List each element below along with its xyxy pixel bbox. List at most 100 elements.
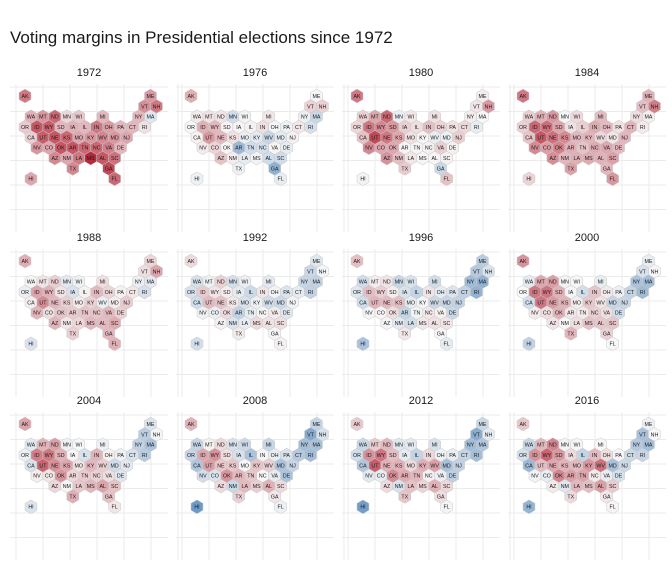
hex-label: NE [383,300,391,306]
hex-label: OH [105,125,113,131]
hex-label: OH [603,290,611,296]
hex-label: NM [63,321,71,327]
hex-tx-1980 [398,161,412,176]
hex-fl-2004 [108,499,121,514]
hex-label: NJ [289,463,296,469]
hex-label: SC [443,321,451,327]
hex-label: MI [598,115,604,121]
hex-label: WV [98,135,107,141]
hex-hi-2000 [522,336,536,351]
hex-label: WV [264,300,273,306]
hex-label: AK [187,259,195,265]
hex-label: NC [591,474,599,480]
hex-label: MT [205,280,213,286]
hex-label: NY [633,115,641,121]
hex-label: MS [87,156,95,162]
hex-label: AK [187,94,195,100]
hex-label: VT [639,269,647,275]
hex-label: ME [147,259,155,265]
panel-title: 1992 [243,232,267,244]
hex-label: RI [308,453,313,459]
hex-label: MS [253,484,261,490]
hex-label: GA [603,331,611,337]
hex-label: AK [21,259,29,265]
hex-label: VA [105,474,112,480]
hex-hi-1972 [24,171,38,186]
hex-label: MO [75,300,84,306]
hex-label: WV [264,135,273,141]
hex-label: AL [265,484,272,490]
hex-ak-1972 [18,88,32,104]
hex-label: OR [21,453,29,459]
hex-label: AK [519,422,527,428]
hex-label: SC [443,484,451,490]
hex-label: OR [519,453,527,459]
hex-label: ND [549,115,557,121]
hex-label: PA [449,453,456,459]
hex-label: KY [419,463,427,469]
hex-label: MS [585,156,593,162]
hex-label: NJ [455,135,462,141]
hex-ak-2008 [184,416,198,432]
hex-label: HI [526,342,531,348]
hex-label: CA [27,135,35,141]
hex-label: AZ [549,321,557,327]
hex-label: ID [366,290,371,296]
hex-label: KY [253,463,261,469]
hex-label: CT [129,453,137,459]
panel-title: 2012 [409,395,433,407]
hex-label: GA [271,331,279,337]
hex-label: KY [585,135,593,141]
hex-label: MT [39,443,47,449]
hex-label: SD [223,290,231,296]
hex-label: CT [129,125,137,131]
hex-label: KY [585,463,593,469]
hex-label: OR [353,290,361,296]
hex-label: PA [615,125,622,131]
hex-label: AL [597,156,604,162]
hex-label: NH [485,269,493,275]
hex-label: UT [205,463,213,469]
hex-label: MA [313,280,321,286]
hex-label: MI [266,280,272,286]
hex-label: IA [568,290,573,296]
hex-label: AZ [217,156,225,162]
hex-label: CT [461,290,469,296]
hex-label: NH [319,104,327,110]
hex-label: SD [389,125,397,131]
hex-label: LA [574,321,581,327]
hex-label: IN [592,290,597,296]
hex-ri-1988 [138,284,151,300]
hex-label: ME [645,422,653,428]
hex-label: OR [187,290,195,296]
hex-label: SD [555,125,563,131]
hex-label: IA [70,290,75,296]
hex-label: MO [407,135,416,141]
hex-label: VA [271,311,278,317]
hex-label: ME [645,94,653,100]
hex-label: IL [581,290,585,296]
hex-label: MS [419,156,427,162]
hex-label: NE [217,300,225,306]
hex-label: HI [360,505,365,511]
hex-label: OH [105,290,113,296]
hex-label: NE [217,135,225,141]
hex-label: SC [277,156,285,162]
hex-label: OH [603,453,611,459]
hex-label: UT [371,463,379,469]
hex-fl-1992 [274,336,287,351]
hex-label: AR [69,311,77,317]
hex-label: IA [70,125,75,131]
hex-ak-1980 [350,88,364,104]
hex-label: RI [142,453,147,459]
hex-label: MN [63,443,71,449]
hex-label: NE [51,463,59,469]
hex-label: NV [33,146,41,152]
hex-label: NY [467,115,475,121]
hex-label: MN [229,115,237,121]
hex-label: TN [247,146,254,152]
hex-label: NE [51,300,59,306]
hex-label: NY [301,115,309,121]
hex-label: WA [359,443,368,449]
hex-label: TX [235,494,242,500]
